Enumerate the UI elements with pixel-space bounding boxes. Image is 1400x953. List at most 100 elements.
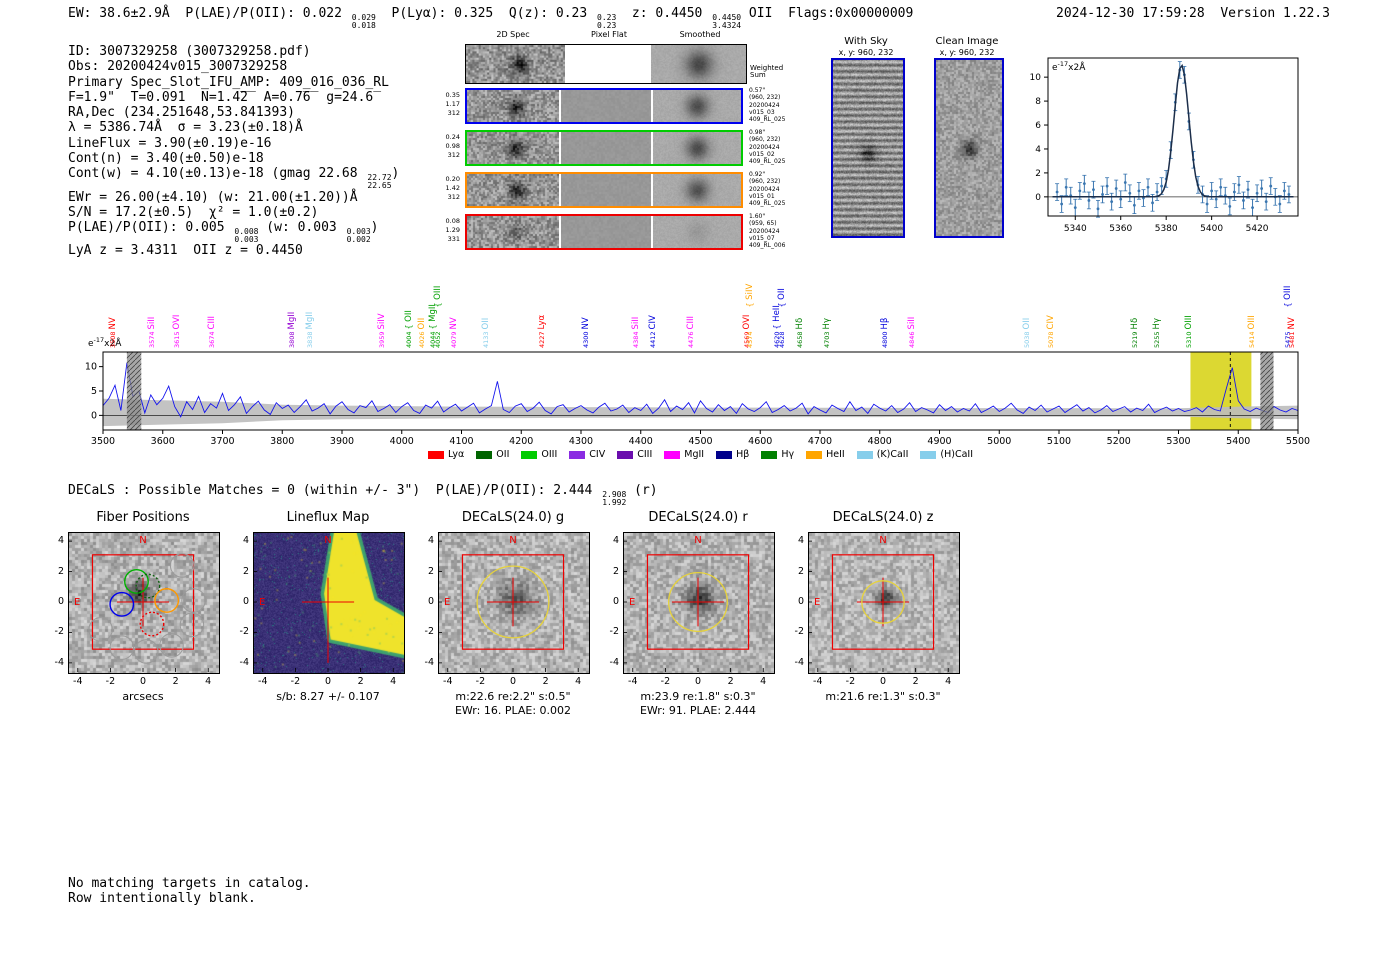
line-wavelength: 3674 [207, 331, 216, 348]
spectral-line-label: 3508NV [105, 317, 118, 348]
svg-text:4200: 4200 [509, 436, 533, 447]
spectral-line-label: 4628 { OII [774, 288, 787, 348]
cutout-title: DECaLS(24.0) z [832, 510, 934, 525]
fraction-top: 0.029 [351, 13, 376, 22]
spec2d-row-weights: 0.24 0.98 312 [410, 133, 460, 160]
svg-text:0: 0 [1035, 193, 1041, 203]
spec2d-col-title-pixelflat: Pixel Flat [591, 30, 627, 39]
x-tick-label: 4 [205, 676, 212, 687]
x-tick-label: -4 [73, 676, 83, 687]
info-line: EWr = 26.00(±4.10) (w: 21.00(±1.20))Å [68, 190, 399, 205]
units-post: x2Å [104, 339, 122, 349]
info-line: P(LAE)/P(OII): 0.005 0.008 0.003 (w: 0.00… [68, 220, 399, 243]
annotation-line: 0.98" [749, 129, 766, 136]
legend-item: HeII [806, 449, 845, 460]
svg-text:4800: 4800 [868, 436, 892, 447]
svg-text:E: E [74, 597, 80, 608]
svg-text:4100: 4100 [449, 436, 473, 447]
weight-value: 0.98 [445, 142, 460, 150]
header-summary-line: EW: 38.6±2.9Å P(LAE)/P(OII): 0.022 0.029… [68, 6, 913, 29]
legend-label: CIV [589, 449, 606, 460]
spectral-line-label: 5038OII [1019, 318, 1032, 348]
x-tick-label: -4 [258, 676, 268, 687]
line-brace: { [432, 299, 442, 308]
line-name: CIII [686, 315, 697, 330]
spec2d-weighted-pixelflat [567, 45, 649, 81]
x-tick-label: -2 [660, 676, 671, 687]
fraction-top: 22.72 [367, 173, 392, 183]
x-tick-label: -4 [628, 676, 638, 687]
line-wavelength: 4703 [822, 331, 831, 348]
svg-text:N: N [509, 535, 516, 546]
legend-label: Hγ [781, 449, 795, 460]
annotation-line: 20200424 [749, 185, 780, 193]
legend-label: (K)CaII [876, 449, 909, 460]
clean-subtitle: x, y: 960, 232 [939, 48, 995, 57]
svg-text:4: 4 [1035, 145, 1041, 155]
annotation-line: 20200424 [749, 143, 780, 151]
spectral-line-label: 5310OIII [1181, 315, 1194, 348]
text-segment: λ = 5386.74Å σ = 3.23(±0.18)Å [68, 120, 303, 136]
info-line: λ = 5386.74Å σ = 3.23(±0.18)Å [68, 120, 399, 135]
y-tick-label: 4 [797, 535, 804, 547]
spec2d-weighted-smoothed [651, 45, 746, 83]
cutout-image [438, 532, 590, 674]
spec2d-weighted-2dspec [466, 45, 566, 83]
spec2d-row-annotation: 0.92" (960, 232) 20200424 v015_01 409_RL_025 [749, 171, 785, 207]
cutout-caption: EWr: 91. PLAE: 2.444 [639, 704, 757, 717]
svg-text:5: 5 [91, 386, 97, 397]
legend-item: MgII [664, 449, 704, 460]
spec2d-weighted-row [465, 44, 747, 84]
annotation-line: 409_RL_025 [749, 200, 786, 208]
x-tick-label: -4 [813, 676, 823, 687]
weight-value: 0.20 [445, 175, 460, 183]
text-segment: ) [370, 220, 379, 236]
stacked-fraction: 0.003 0.002 [347, 228, 371, 243]
cutout-overlay: NE [623, 535, 764, 672]
svg-text:5360: 5360 [1109, 224, 1132, 234]
cutout-caption: m:23.9 re:1.8" s:0.3" [640, 690, 756, 703]
weight-value: 0.35 [445, 91, 460, 99]
line-name: NV [107, 317, 118, 330]
spectrum-units-label: e-17x2Å [88, 336, 122, 349]
y-tick-label: 2 [57, 565, 64, 577]
text-segment: P(Lyα): 0.325 Q(z): 0.23 [375, 6, 596, 21]
svg-text:E: E [629, 597, 635, 608]
annotation-line: 409_RL_006 [749, 242, 786, 250]
annotation-line: 20200424 [749, 227, 780, 235]
line-name: MgII [287, 311, 298, 330]
clean-image [934, 58, 1004, 238]
spectral-line-label: 5414OIII [1244, 315, 1257, 348]
legend-item: Lyα [427, 449, 464, 460]
text-segment: (w: 0.003 [258, 220, 345, 236]
line-name: CIV [1045, 315, 1056, 330]
text-segment: ) [391, 166, 400, 182]
line-wavelength: 5078 [1046, 331, 1055, 348]
annotation-line: 0.57" [749, 87, 766, 94]
spec2d-row-smoothed [653, 132, 741, 164]
text-segment: F=1.9" T=0.091 N̅=1.4̅2̅ A=0.7̅6̅ g=24.6… [68, 89, 374, 105]
line-name: OIII [1283, 285, 1294, 300]
annotation-line: v015_03 [749, 108, 775, 116]
cutout-panel: DECaLS(24.0) z N E -4 -4 -2 -2 0 0 2 2 4 4 m:21.6 re:… [795, 510, 960, 725]
line-wavelength: 3574 [148, 331, 157, 348]
spec2d-row-2dspec [467, 90, 559, 122]
line-wavelength: 5038 [1022, 331, 1031, 348]
text-segment: DECaLS : Possible Matches = 0 (within +/… [68, 483, 601, 498]
line-wavelength: 4574 [745, 331, 754, 348]
info-line: RA,Dec (234.251648,53.841393) [68, 105, 399, 120]
line-name: NV [581, 317, 591, 330]
text-segment: LineFlux = 3.90(±0.19)e-16 [68, 135, 272, 151]
legend-label: Hβ [736, 449, 750, 460]
y-tick-label: 2 [242, 565, 249, 577]
line-name: NV [448, 317, 459, 330]
svg-text:N: N [139, 535, 146, 546]
y-tick-label: -4 [609, 656, 619, 668]
spec2d-row-2dspec [467, 132, 559, 164]
spectral-line-label: 4846SiII [904, 317, 917, 348]
line-wavelength: 4800 [880, 331, 889, 348]
line-wavelength: 5481 [1287, 331, 1296, 348]
line-wavelength: 4412 [648, 331, 657, 348]
text-segment: S/N = 17.2(±0.5) χ² = 1.0(±0.2) [68, 204, 319, 220]
svg-text:5420: 5420 [1246, 224, 1269, 234]
